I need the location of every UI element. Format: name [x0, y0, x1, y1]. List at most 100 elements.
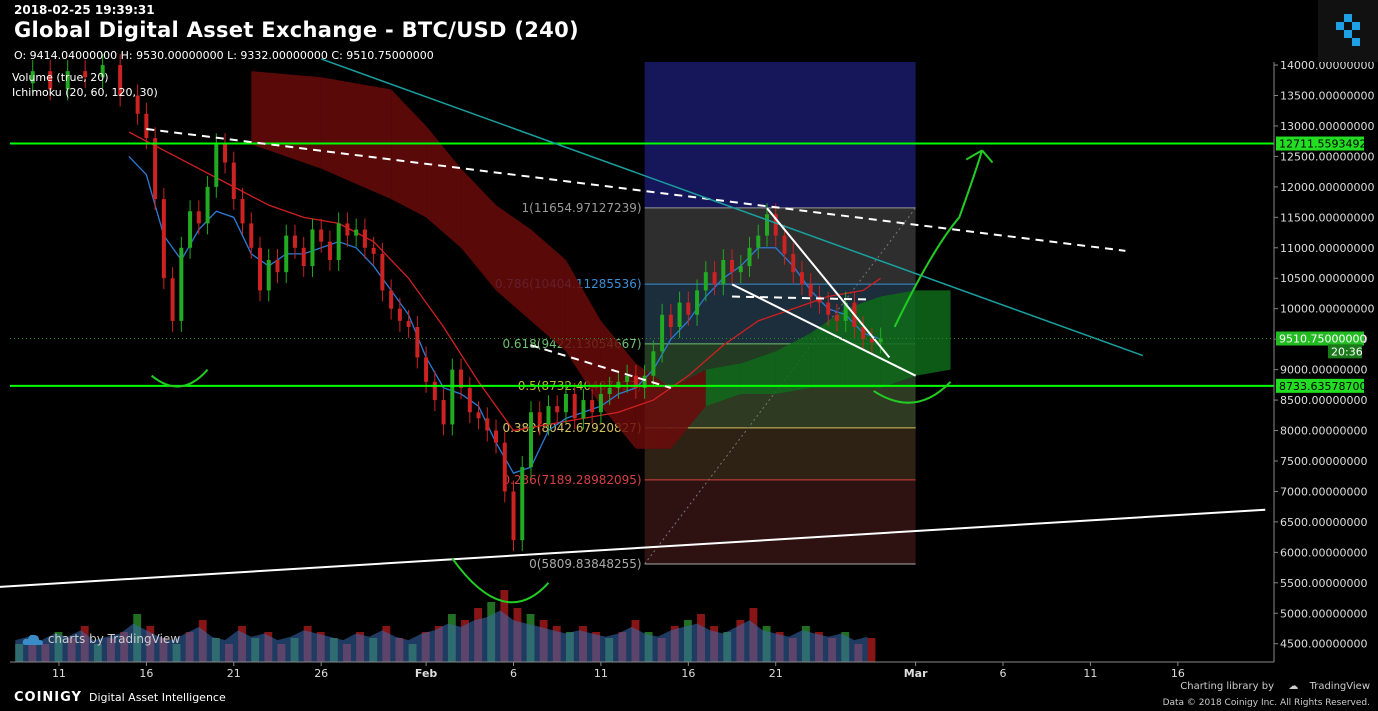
tradingview-cloud-icon: ☁ — [1288, 681, 1299, 692]
candle-body — [528, 412, 533, 468]
x-tick-label: 11 — [1083, 667, 1097, 680]
x-tick-label: 16 — [1171, 667, 1185, 680]
candle-body — [826, 302, 831, 315]
candle-body — [345, 223, 350, 236]
candle-body — [170, 278, 175, 321]
price-tag-label: 8733.63578700 — [1279, 380, 1366, 393]
candle-body — [432, 381, 437, 401]
candle-body — [843, 302, 848, 321]
ichimoku-cloud — [251, 71, 322, 169]
ichimoku-cloud — [496, 205, 531, 321]
indicator-volume[interactable]: Volume (true, 20) — [12, 71, 109, 84]
price-tag-label: 20:36 — [1331, 345, 1363, 358]
resistance_trendline — [146, 128, 1126, 252]
candle-body — [703, 272, 708, 291]
price-tag — [1328, 344, 1362, 359]
wedge_upper — [766, 207, 891, 359]
candle-body — [205, 186, 210, 224]
x-tick-label: 16 — [139, 667, 153, 680]
candle-body — [196, 211, 201, 224]
y-tick-label: 11000.00000000 — [1280, 242, 1374, 255]
candle-body — [467, 387, 472, 413]
x-tick-label: 6 — [1000, 667, 1007, 680]
descending_trendline — [530, 344, 672, 389]
projection-arc — [873, 381, 952, 404]
x-tick-label: Mar — [904, 667, 928, 680]
y-tick-label: 12500.00000000 — [1280, 150, 1374, 163]
candle-body — [354, 229, 359, 236]
ohlc-readout: O: 9414.04000000 H: 9530.00000000 L: 933… — [14, 49, 434, 62]
y-tick-label: 8000.00000000 — [1280, 425, 1367, 438]
candle-body — [660, 314, 665, 352]
y-tick-label: 7500.00000000 — [1280, 455, 1367, 468]
candle-body — [511, 491, 516, 541]
candle-body — [249, 223, 254, 248]
y-tick-label: 7000.00000000 — [1280, 485, 1367, 498]
candle-body — [817, 296, 822, 303]
candle-body — [397, 308, 402, 321]
candle-body — [782, 235, 787, 254]
y-tick-label: 10500.00000000 — [1280, 272, 1374, 285]
tradingview-watermark[interactable]: charts by TradingView — [22, 632, 180, 647]
y-tick-label: 5500.00000000 — [1280, 577, 1367, 590]
ichimoku-cloud — [670, 369, 706, 449]
fib-level-label: 1(11654.97127239) — [522, 201, 642, 215]
volume-bar — [867, 638, 876, 662]
candle-body — [686, 302, 691, 315]
indicator-ichimoku[interactable]: Ichimoku (20, 60, 120, 30) — [12, 86, 158, 99]
ichimoku-cloud — [321, 77, 392, 200]
ichimoku-cloud — [530, 229, 566, 352]
candle-body — [625, 375, 630, 382]
candle-body — [275, 259, 280, 273]
candle-body — [319, 229, 324, 242]
candle-body — [415, 326, 420, 358]
arrow-head-icon — [965, 149, 994, 164]
y-tick-label: 6500.00000000 — [1280, 516, 1367, 529]
y-tick-label: 4500.00000000 — [1280, 638, 1367, 651]
candle-body — [214, 144, 219, 187]
tradingview-link[interactable]: ☁ TradingView — [1288, 681, 1370, 692]
price-tag — [1276, 331, 1364, 346]
candle-body — [48, 71, 53, 90]
candle-body — [869, 339, 874, 343]
y-tick-label: 12000.00000000 — [1280, 181, 1374, 194]
candle-body — [231, 162, 236, 200]
y-tick-label: 13000.00000000 — [1280, 120, 1374, 133]
candle-body — [336, 223, 341, 260]
candle-body — [153, 138, 158, 200]
x-tick-label: 16 — [681, 667, 695, 680]
candle-body — [100, 65, 105, 78]
candle-body — [861, 326, 866, 340]
candle-body — [485, 418, 490, 431]
x-tick-label: 26 — [314, 667, 328, 680]
kijun-line — [128, 131, 882, 432]
ichimoku-cloud — [775, 333, 811, 394]
candle-body — [756, 235, 761, 248]
candle-body — [677, 302, 682, 327]
chart-title: Global Digital Asset Exchange - BTC/USD … — [14, 18, 579, 42]
footer-tagline: Digital Asset Intelligence — [89, 691, 226, 704]
wedge_lower — [731, 283, 917, 377]
candle-body — [161, 199, 166, 279]
candle-body — [83, 71, 88, 78]
price-tag — [1276, 136, 1364, 151]
candle-body — [327, 241, 332, 260]
volume-ma-area — [15, 610, 868, 662]
ichimoku-cloud — [391, 89, 427, 218]
support-arc — [451, 557, 550, 604]
x-tick-label: 21 — [769, 667, 783, 680]
timestamp: 2018-02-25 19:39:31 — [14, 3, 155, 17]
candle-body — [476, 412, 481, 419]
candle-body — [380, 253, 385, 291]
candle-body — [695, 290, 700, 315]
footer-brand[interactable]: COINIGY — [14, 690, 82, 705]
support-arc — [150, 368, 209, 388]
candle-body — [537, 412, 542, 425]
y-tick-label: 10000.00000000 — [1280, 303, 1374, 316]
candle-body — [118, 65, 123, 96]
price-tag-label: 12711.55934927 — [1279, 138, 1373, 151]
candle-body — [240, 199, 245, 224]
candle-body — [371, 247, 376, 254]
candle-body — [668, 314, 673, 327]
